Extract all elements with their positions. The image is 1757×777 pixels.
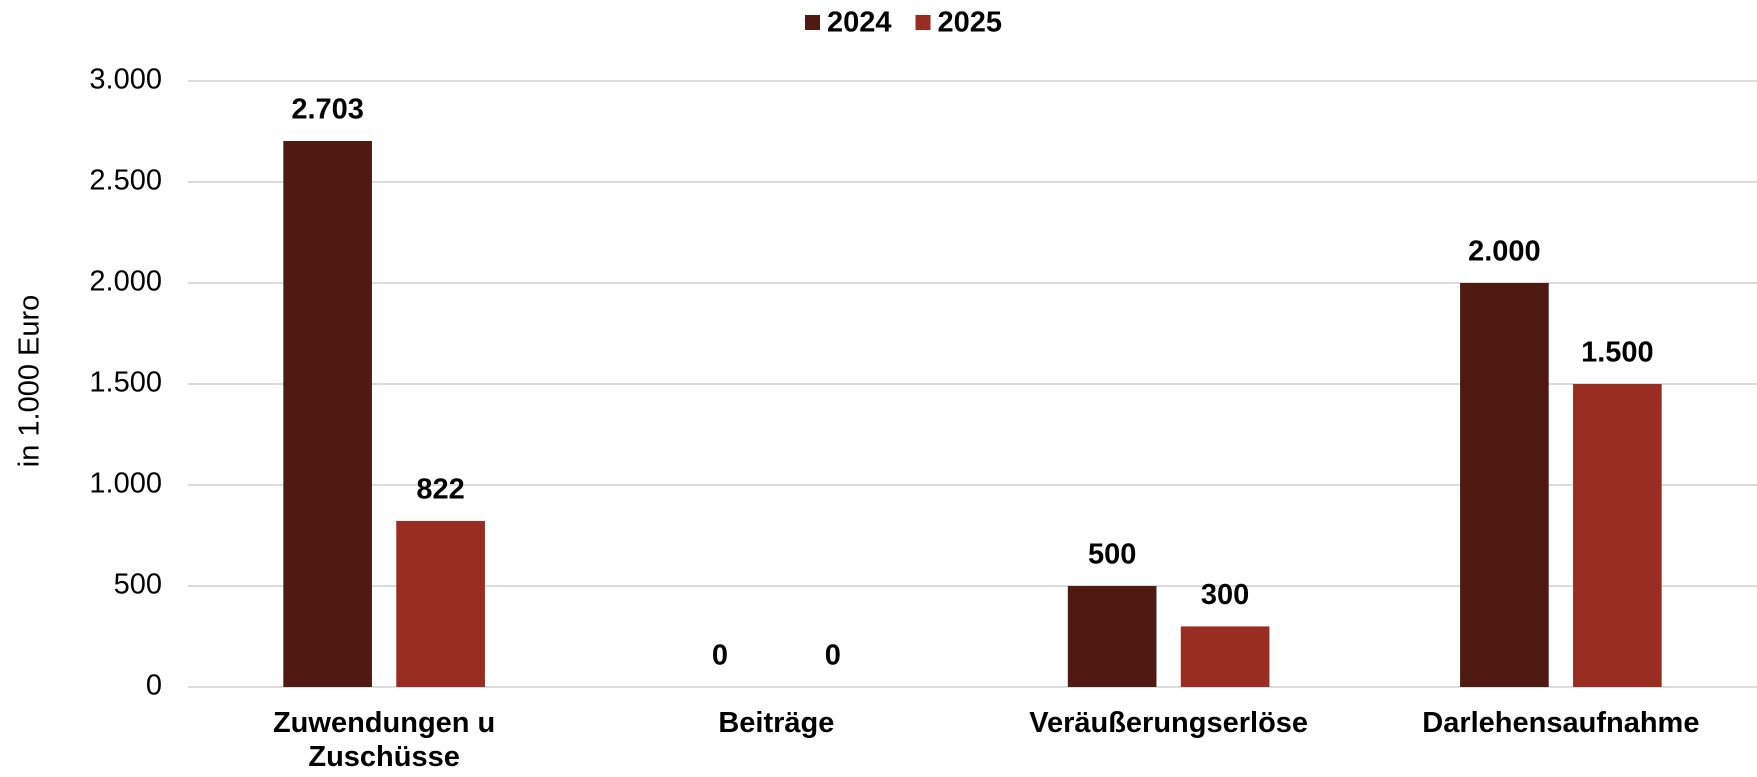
data-label: 822 [416,474,464,506]
bar [1067,586,1157,687]
x-tick-label: Beiträge [718,707,835,739]
y-tick-label: 1.500 [89,367,162,399]
y-tick-label: 3.000 [89,64,162,96]
y-tick-label: 0 [146,670,162,702]
data-label: 300 [1201,579,1249,611]
x-tick-label: Veräußerungserlöse [1029,707,1309,739]
legend-label: 2024 [827,7,892,39]
y-axis-title: in 1.000 Euro [14,295,46,468]
data-label: 500 [1088,539,1136,571]
legend-swatch [915,15,931,30]
data-label: 2.703 [291,94,364,126]
bar [1180,626,1270,687]
y-tick-label: 2.000 [89,266,162,298]
x-tick-label: Darlehensaufnahme [1422,707,1700,739]
y-tick-label: 1.000 [89,468,162,500]
bar [1573,384,1662,687]
legend-swatch [805,15,820,30]
data-label: 2.000 [1468,236,1541,268]
x-tick-label: Zuwendungen u Zuschüsse [272,707,496,773]
data-label: 0 [712,640,728,672]
bar [1460,283,1549,687]
y-tick-label: 2.500 [89,165,162,197]
bar [396,520,485,687]
bar [283,140,372,687]
y-tick-label: 500 [114,569,162,601]
legend-label: 2025 [938,7,1003,39]
data-label: 1.500 [1581,337,1654,369]
data-label: 0 [825,640,841,672]
